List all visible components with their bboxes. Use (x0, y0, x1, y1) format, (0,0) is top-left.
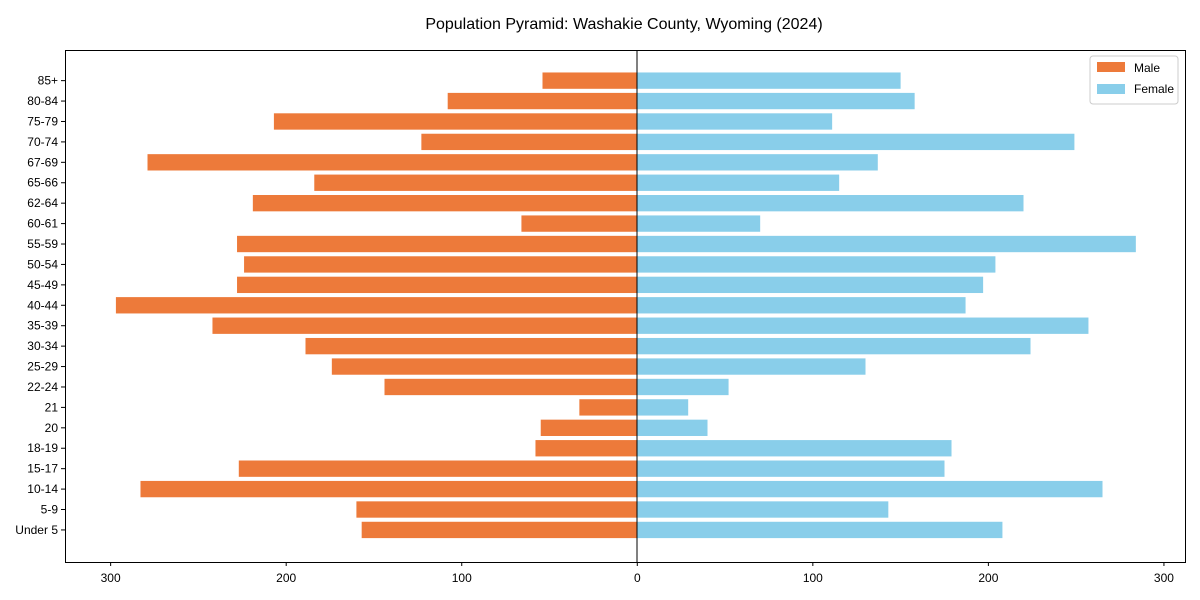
bar-male-35-39 (212, 317, 638, 334)
bar-female-Under 5 (637, 521, 1003, 539)
y-tick-label: 50-54 (27, 257, 58, 271)
legend-swatch-female (1097, 84, 1125, 94)
y-tick-label: 45-49 (27, 278, 58, 292)
bar-female-22-24 (637, 378, 729, 396)
bar-male-40-44 (115, 297, 638, 314)
x-tick-label: 200 (978, 571, 998, 585)
y-tick-label: 25-29 (27, 360, 58, 374)
bar-female-40-44 (637, 297, 966, 314)
bar-male-25-29 (331, 358, 638, 375)
y-tick-label: 22-24 (27, 380, 58, 394)
bar-female-18-19 (637, 440, 952, 457)
bar-male-55-59 (237, 235, 638, 253)
bar-female-85+ (637, 72, 901, 89)
bar-male-21 (579, 399, 638, 416)
bar-female-80-84 (637, 92, 915, 110)
bar-female-45-49 (637, 276, 984, 294)
x-tick-label: 100 (803, 571, 823, 585)
y-tick-label: 20 (45, 421, 59, 435)
y-tick-label: 21 (45, 400, 59, 414)
y-tick-label: 60-61 (27, 217, 58, 231)
y-tick-label: 30-34 (27, 339, 58, 353)
bar-female-10-14 (637, 480, 1103, 498)
y-tick-label: Under 5 (15, 523, 58, 537)
y-tick-label: 75-79 (27, 114, 58, 128)
x-tick-label: 300 (101, 571, 121, 585)
legend-label-male: Male (1134, 61, 1160, 75)
x-tick-label: 100 (452, 571, 472, 585)
bar-male-18-19 (535, 440, 638, 457)
bar-male-80-84 (447, 92, 638, 110)
bar-female-75-79 (637, 113, 833, 130)
bar-male-30-34 (305, 337, 638, 355)
bar-male-75-79 (273, 113, 638, 130)
chart-title: Population Pyramid: Washakie County, Wyo… (425, 16, 822, 33)
y-tick-label: 62-64 (27, 196, 58, 210)
y-tick-label: 18-19 (27, 441, 58, 455)
bar-male-50-54 (244, 256, 638, 273)
bar-male-65-66 (314, 174, 638, 191)
y-tick-label: 5-9 (41, 503, 59, 517)
legend-swatch-male (1097, 62, 1125, 72)
bar-male-70-74 (421, 133, 638, 151)
y-tick-label: 65-66 (27, 176, 58, 190)
bar-female-5-9 (637, 501, 889, 518)
legend: Male Female (1089, 55, 1179, 105)
bar-male-45-49 (237, 276, 638, 294)
y-tick-label: 55-59 (27, 237, 58, 251)
bar-male-22-24 (384, 378, 638, 396)
bar-female-65-66 (637, 174, 840, 191)
y-tick-label: 70-74 (27, 135, 58, 149)
bar-female-15-17 (637, 460, 945, 477)
bar-female-62-64 (637, 195, 1024, 212)
bar-female-30-34 (637, 337, 1031, 355)
bar-female-50-54 (637, 256, 996, 273)
bar-male-85+ (542, 72, 638, 89)
bar-female-25-29 (637, 358, 866, 375)
bar-male-67-69 (147, 154, 638, 171)
bar-female-55-59 (637, 235, 1136, 253)
y-tick-label: 10-14 (27, 482, 58, 496)
bar-male-5-9 (356, 501, 638, 518)
x-tick-label: 300 (1154, 571, 1174, 585)
x-tick-label: 200 (276, 571, 296, 585)
y-tick-label: 35-39 (27, 319, 58, 333)
bar-female-67-69 (637, 154, 878, 171)
x-tick-label: 0 (634, 571, 641, 585)
y-tick-label: 80-84 (27, 94, 58, 108)
y-tick-label: 15-17 (27, 462, 58, 476)
bar-female-70-74 (637, 133, 1075, 151)
y-tick-label: 67-69 (27, 155, 58, 169)
bar-male-10-14 (140, 480, 638, 498)
bar-male-60-61 (521, 215, 638, 232)
bar-female-60-61 (637, 215, 761, 232)
bar-male-Under 5 (361, 521, 638, 539)
plot-frame (65, 50, 1186, 563)
bar-male-15-17 (238, 460, 638, 477)
y-tick-label: 40-44 (27, 298, 58, 312)
y-tick-label: 85+ (38, 74, 58, 88)
bar-female-21 (637, 399, 689, 416)
bar-female-20 (637, 419, 708, 436)
bar-female-35-39 (637, 317, 1089, 334)
bar-male-20 (540, 419, 638, 436)
legend-label-female: Female (1134, 82, 1174, 96)
bar-male-62-64 (252, 195, 638, 212)
